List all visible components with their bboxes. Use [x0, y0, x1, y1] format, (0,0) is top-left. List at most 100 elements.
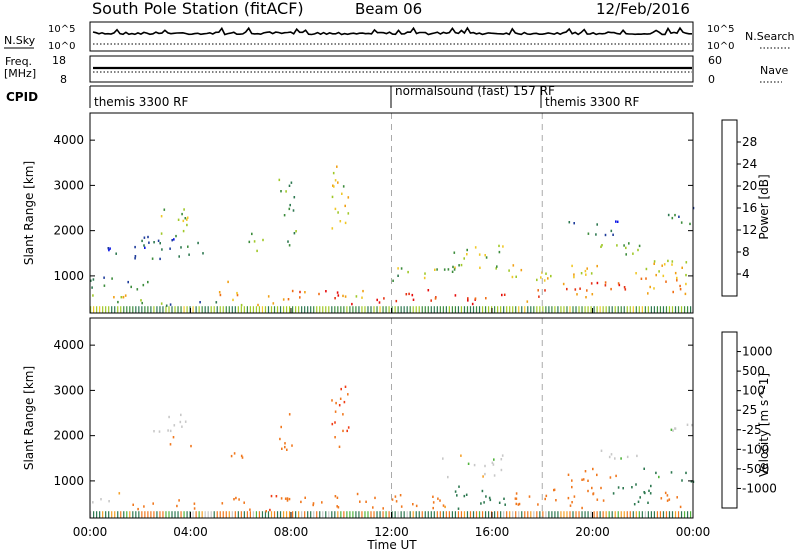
range-gate-cell: [267, 295, 270, 298]
range-gate-cell: [434, 297, 437, 300]
range-gate-cell: [563, 511, 565, 518]
range-gate-cell: [647, 501, 649, 504]
range-gate-cell: [347, 212, 350, 215]
range-gate-cell: [610, 453, 613, 456]
range-gate-cell: [92, 294, 94, 297]
range-gate-cell: [632, 252, 634, 255]
range-gate-cell: [487, 511, 490, 518]
range-gate-cell: [392, 279, 394, 282]
range-gate-cell: [134, 257, 136, 260]
range-gate-cell: [179, 420, 182, 424]
range-gate-cell: [280, 497, 283, 500]
x-tick-label: 04:00: [173, 525, 208, 539]
range-gate-cell: [508, 269, 510, 272]
range-gate-cell: [668, 306, 671, 313]
range-gate-cell: [520, 268, 523, 272]
range-gate-cell: [554, 306, 556, 313]
colorbar-tick-label: 20: [742, 179, 757, 193]
cpid-label: CPID: [6, 90, 38, 104]
range-gate-cell: [186, 218, 188, 221]
range-gate-cell: [180, 306, 182, 313]
range-gate-cell: [586, 289, 588, 292]
range-gate-cell: [279, 511, 282, 518]
range-gate-cell: [253, 240, 256, 243]
range-gate-cell: [566, 511, 568, 518]
range-gate-cell: [560, 511, 562, 518]
range-gate-cell: [599, 511, 601, 518]
range-gate-cell: [463, 306, 466, 313]
range-gate-cell: [385, 306, 387, 313]
range-gate-cell: [221, 502, 224, 505]
range-gate-cell: [484, 511, 487, 518]
range-gate-cell: [685, 471, 687, 475]
range-gate-cell: [280, 425, 282, 429]
range-gate-cell: [382, 507, 384, 510]
range-gate-cell: [100, 498, 102, 501]
cpid-segment-2: normalsound (fast) 157 RF: [395, 84, 555, 98]
range-gate-cell: [482, 475, 484, 478]
range-gate-cell: [500, 306, 502, 313]
cpid-strip: CPID themis 3300 RF normalsound (fast) 1…: [6, 84, 693, 109]
range-gate-cell: [575, 511, 577, 518]
range-gate-cell: [478, 511, 481, 518]
range-gate-cell: [231, 511, 233, 518]
range-gate-cell: [367, 511, 369, 518]
range-gate-cell: [123, 306, 125, 313]
range-gate-cell: [557, 511, 559, 518]
range-gate-cell: [243, 306, 245, 313]
range-gate-cell: [228, 306, 230, 313]
range-gate-cell: [249, 511, 251, 518]
range-gate-cell: [310, 306, 312, 313]
nsky-bottom-tick: 10^0: [48, 41, 75, 52]
range-gate-cell: [180, 511, 182, 518]
range-gate-cell: [544, 497, 546, 501]
range-gate-cell: [443, 268, 446, 271]
range-gate-cell: [456, 494, 458, 497]
range-gate-cell: [689, 306, 692, 313]
range-gate-cell: [484, 306, 487, 313]
range-gate-cell: [173, 238, 175, 241]
range-gate-cell: [236, 293, 239, 297]
range-gate-cell: [430, 511, 432, 518]
range-gate-cell: [285, 306, 288, 313]
range-gate-cell: [103, 284, 106, 287]
range-gate-cell: [509, 306, 511, 313]
range-gate-cell: [186, 223, 188, 227]
range-gate-cell: [157, 239, 160, 242]
range-gate-cell: [204, 511, 206, 518]
range-gate-cell: [629, 306, 631, 313]
range-gate-cell: [593, 511, 595, 518]
range-gate-cell: [156, 306, 158, 313]
range-gate-cell: [439, 306, 441, 313]
range-gate-cell: [288, 413, 291, 416]
range-gate-cell: [484, 472, 486, 476]
range-gate-cell: [246, 306, 248, 313]
range-gate-cell: [635, 511, 637, 518]
range-gate-cell: [418, 306, 420, 313]
range-gate-cell: [397, 267, 399, 270]
range-gate-cell: [625, 246, 627, 250]
range-gate-cell: [647, 306, 649, 313]
range-gate-cell: [183, 208, 185, 211]
range-gate-cell: [439, 511, 441, 518]
range-gate-cell: [397, 274, 399, 277]
power-y-label: Slant Range [km]: [22, 161, 36, 265]
range-gate-cell: [108, 500, 110, 503]
range-gate-cell: [612, 233, 614, 236]
range-gate-cell: [251, 232, 253, 236]
range-gate-cell: [340, 511, 342, 518]
x-tick-label: 16:00: [475, 525, 510, 539]
range-gate-cell: [496, 265, 498, 268]
range-gate-cell: [358, 306, 360, 313]
range-gate-cell: [331, 306, 333, 313]
nsky-strip: N.Sky 10^5 10^0 10^5 10^0 N.Search: [4, 21, 795, 52]
range-gate-cell: [132, 503, 134, 506]
range-gate-cell: [573, 275, 575, 279]
range-gate-cell: [307, 306, 309, 313]
range-gate-cell: [593, 306, 595, 313]
range-gate-cell: [485, 256, 488, 259]
range-gate-cell: [515, 306, 517, 313]
range-gate-cell: [672, 429, 674, 432]
range-gate-cell: [412, 511, 414, 518]
range-gate-cell: [430, 306, 432, 313]
